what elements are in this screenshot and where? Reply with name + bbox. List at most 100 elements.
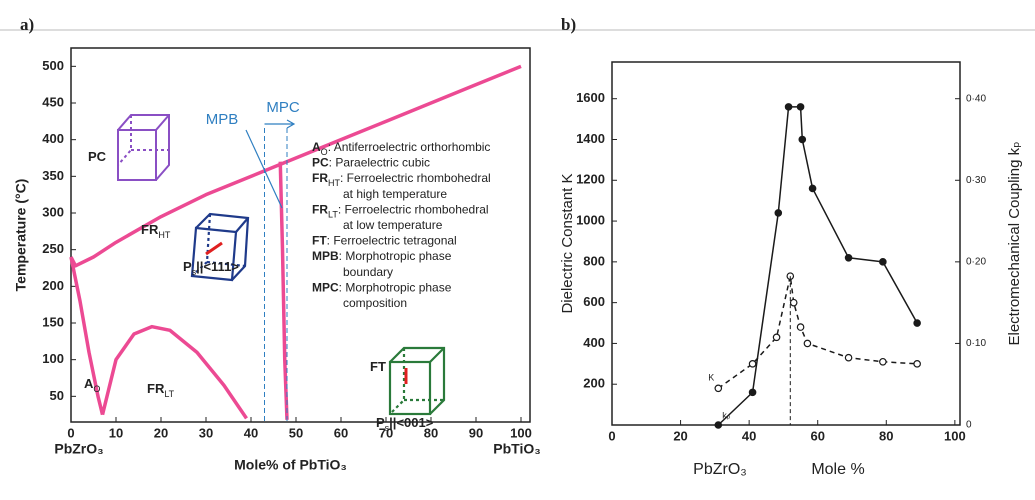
y2-tick-label: 0·10 <box>966 338 986 349</box>
phase-label: FT <box>370 359 386 374</box>
boundary-label: MPB <box>206 111 239 128</box>
plot-frame <box>70 47 531 423</box>
y-tick-label: 1200 <box>576 172 605 187</box>
phase-label: FRHT <box>141 222 171 240</box>
text-part: boundary <box>343 265 393 279</box>
panel-label: a) <box>20 15 34 34</box>
data-point <box>748 388 757 397</box>
y-tick-label: 200 <box>583 376 605 391</box>
y-axis-title: Temperature (°C) <box>13 179 29 292</box>
data-point <box>808 184 817 193</box>
text-part: A <box>84 376 94 391</box>
text-part: O <box>321 147 328 157</box>
key-line: MPB: Morphotropic phase <box>312 249 452 263</box>
panel-label: b) <box>561 15 576 34</box>
x-tick-label: 50 <box>289 425 303 440</box>
series-line <box>69 256 105 416</box>
text-part: FR <box>141 222 159 237</box>
y-tick-label: 1000 <box>576 213 605 228</box>
text-part: PC <box>312 156 329 170</box>
text-part: ||<111> <box>196 259 239 274</box>
tetragonal-cube <box>388 346 446 416</box>
data-point <box>748 360 757 368</box>
x-end-label: PbTiO₃ <box>493 441 540 457</box>
key-line: at high temperature <box>343 187 447 201</box>
series-line <box>717 275 918 389</box>
y-tick-label: 1400 <box>576 131 605 146</box>
text-part: : Morphotropic phase <box>339 281 452 295</box>
text-part: FR <box>312 171 328 185</box>
text-part: : Ferroelectric rhombohedral <box>340 171 491 185</box>
y-tick-label: 250 <box>42 241 64 256</box>
text-part: at high temperature <box>343 187 447 201</box>
x-tick-label: 60 <box>334 425 348 440</box>
data-point <box>774 209 783 217</box>
key-line: FRLT: Ferroelectric rhombohedral <box>312 203 489 220</box>
series-label: K <box>708 373 714 383</box>
text-part: MPB <box>312 249 339 263</box>
data-point <box>789 298 798 307</box>
x-axis-title: Mole % <box>811 461 864 478</box>
y-tick-label: 300 <box>42 204 64 219</box>
data-point <box>879 357 887 366</box>
text-part: LT <box>164 389 174 399</box>
x-tick-label: 20 <box>673 428 687 443</box>
plot-frame <box>611 61 961 426</box>
y-tick-label: 50 <box>50 388 64 403</box>
pc-cube <box>117 114 170 181</box>
x-tick-label: 20 <box>154 425 168 440</box>
text-part: LT <box>328 210 338 220</box>
text-part: at low temperature <box>343 218 443 232</box>
x-tick-label: 30 <box>199 425 213 440</box>
y-tick-label: 100 <box>42 351 64 366</box>
key-line: FRHT: Ferroelectric rhombohedral <box>312 171 491 188</box>
mpc-bracket <box>264 119 296 129</box>
key-line: PC: Paraelectric cubic <box>312 156 430 170</box>
data-point <box>796 323 805 331</box>
data-point <box>844 353 853 362</box>
text-part: : Ferroelectric tetragonal <box>327 234 457 248</box>
y-tick-label: 400 <box>42 131 64 146</box>
text-part: s <box>192 267 197 277</box>
text-part: HT <box>158 230 170 240</box>
text-part: composition <box>343 296 407 310</box>
y2-tick-label: 0·30 <box>966 175 986 186</box>
phase-label: PC <box>88 149 107 164</box>
y2-tick-label: 0·40 <box>966 93 986 104</box>
x-tick-label: 0 <box>67 425 74 440</box>
data-point <box>798 135 807 144</box>
text-part: FR <box>312 203 328 217</box>
y-tick-label: 150 <box>42 314 64 329</box>
text-part: FT <box>370 359 386 374</box>
data-point <box>714 421 723 429</box>
x-tick-label: 80 <box>424 425 438 440</box>
data-point <box>784 103 793 111</box>
x-start-label: PbZrO₃ <box>693 461 747 478</box>
data-point <box>913 360 921 368</box>
polarization-arrow <box>205 241 223 256</box>
y-tick-label: 450 <box>42 94 64 109</box>
series-label: kₚ <box>722 410 731 420</box>
y2-axis-title: Electromechanical Coupling kₚ <box>1006 141 1023 345</box>
text-part: P <box>183 259 192 274</box>
data-point <box>803 339 812 348</box>
y-tick-label: 1600 <box>576 90 605 105</box>
data-point <box>913 319 921 327</box>
data-point <box>714 384 723 393</box>
x-tick-label: 10 <box>109 425 123 440</box>
text-part: FR <box>147 381 165 396</box>
series-line <box>278 161 289 420</box>
data-point <box>879 258 887 266</box>
y-tick-label: 800 <box>583 253 605 268</box>
text-part: s <box>385 423 390 433</box>
phase-label: AO <box>84 376 100 394</box>
x-tick-label: 80 <box>879 428 893 443</box>
mpb-pointer <box>245 129 283 209</box>
rhombohedral-cube <box>190 212 250 282</box>
phase-label: FRLT <box>147 381 175 399</box>
text-part: P <box>376 415 385 430</box>
x-tick-label: 40 <box>244 425 258 440</box>
key-line: composition <box>343 296 407 310</box>
x-tick-label: 60 <box>810 428 824 443</box>
